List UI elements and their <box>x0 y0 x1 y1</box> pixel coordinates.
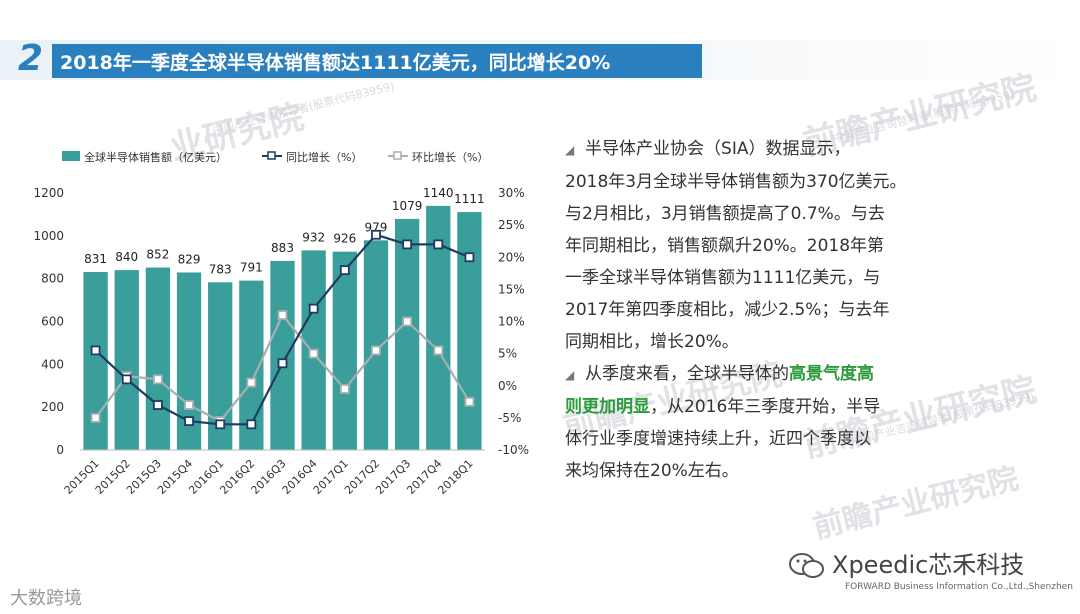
p2-highlight-1: 高景气度高 <box>789 364 875 384</box>
y-left-tick-label: 1200 <box>33 186 64 200</box>
bar-sales-2017Q3 <box>394 218 420 450</box>
point-yoy-2015Q3 <box>152 400 163 410</box>
title-bar <box>52 44 702 78</box>
p1-line-3: 年同期相比，销售额飙升20%。2018年第 <box>565 236 885 256</box>
page-title: 2018年一季度全球半导体销售额达1111亿美元，同比增长20% <box>60 52 611 74</box>
footer-company: FORWARD Business Information Co.,Ltd.,Sh… <box>845 582 1073 592</box>
p1-line-0: 半导体产业协会（SIA）数据显示， <box>585 139 851 159</box>
data-label-sales: 979 <box>365 220 388 234</box>
data-label-sales: 783 <box>209 262 232 276</box>
data-label-sales: 1111 <box>454 192 485 206</box>
bar-sales-2018Q1 <box>457 212 482 450</box>
bullet-icon: ◢ <box>565 368 575 382</box>
x-tick-label: 2018Q1 <box>435 457 475 497</box>
point-yoy-2015Q4 <box>184 416 194 426</box>
legend-label-qoq: 环比增长（%） <box>412 150 488 164</box>
data-label-sales: 829 <box>178 252 201 266</box>
y-left-tick-label: 400 <box>41 357 64 371</box>
paragraph-1: ◢ 半导体产业协会（SIA）数据显示， 2018年3月全球半导体销售额为370亿… <box>565 133 965 358</box>
body-text: ◢ 半导体产业协会（SIA）数据显示， 2018年3月全球半导体销售额为370亿… <box>565 133 965 487</box>
data-label-sales: 840 <box>115 250 138 264</box>
p2-b: ，从2016年三季度开始，半导 <box>650 397 881 417</box>
data-label-sales: 926 <box>333 232 356 246</box>
point-qoq-2016Q4 <box>308 348 319 359</box>
legend-label-yoy: 同比增长（%） <box>286 150 362 164</box>
point-qoq-2016Q3 <box>277 310 288 320</box>
point-qoq-2017Q1 <box>339 384 350 394</box>
data-label-sales: 1079 <box>392 199 423 213</box>
y-left-tick-label: 600 <box>41 315 64 329</box>
data-label-sales: 852 <box>146 248 169 262</box>
bar-sales-2015Q2 <box>114 270 139 450</box>
y-right-tick-label: 30% <box>498 186 525 200</box>
wechat-icon <box>789 553 824 578</box>
y-right-tick-label: 0% <box>498 379 517 393</box>
y-right-tick-label: 5% <box>498 347 517 361</box>
footer-brand: Xpeedic芯禾科技 <box>788 545 1024 581</box>
legend-marker-qoq <box>393 151 402 160</box>
legend-label-sales: 全球半导体销售额（亿美元） <box>84 150 227 164</box>
point-yoy-2016Q4 <box>308 303 319 314</box>
p1-line-4: 一季全球半导体销售额为1111亿美元，与 <box>565 268 881 288</box>
y-right-tick-label: 20% <box>498 250 525 264</box>
point-yoy-2015Q1 <box>90 345 101 356</box>
y-right-tick-label: 10% <box>498 315 525 329</box>
data-label-sales: 791 <box>240 261 263 275</box>
point-yoy-2018Q1 <box>464 252 475 263</box>
point-qoq-2016Q2 <box>246 377 257 388</box>
p2-a: 从季度来看，全球半导体的 <box>585 364 790 384</box>
p2-highlight-2: 则更加明显 <box>565 397 650 417</box>
p1-line-5: 2017年第四季度相比，减少2.5%；与去年 <box>565 300 890 320</box>
y-left-tick-label: 0 <box>56 443 64 457</box>
y-right-tick-label: 15% <box>498 282 525 296</box>
point-qoq-2017Q4 <box>433 345 444 356</box>
chart: 全球半导体销售额（亿美元） 同比增长（%） 环比增长（%） 0 200 400 600 800… <box>33 150 529 497</box>
legend-swatch-sales <box>62 151 80 161</box>
p1-line-1: 2018年3月全球半导体销售额为370亿美元。 <box>565 172 907 192</box>
point-qoq-2017Q3 <box>402 316 413 327</box>
point-yoy-2015Q2 <box>121 374 132 385</box>
p2-line-0: 体行业季度增速持续上升，近四个季度以 <box>565 429 871 449</box>
section-number: 2 <box>18 38 44 79</box>
y-left-tick-label: 200 <box>41 400 64 414</box>
bullet-icon: ◢ <box>565 143 575 157</box>
bar-sales-2016Q3 <box>270 260 295 450</box>
y-right-tick-label: -10% <box>498 443 529 457</box>
point-yoy-2017Q1 <box>339 265 350 276</box>
legend-marker-yoy <box>267 151 276 160</box>
point-yoy-2016Q3 <box>277 358 288 369</box>
footer-source: 大数跨境 <box>10 588 82 609</box>
p2-line-1: 来均保持在20%左右。 <box>565 461 739 481</box>
point-qoq-2018Q1 <box>464 396 475 407</box>
point-yoy-2017Q3 <box>402 239 413 250</box>
data-label-sales: 883 <box>271 241 294 255</box>
point-yoy-2016Q1 <box>215 419 226 430</box>
p1-line-2: 与2月相比，3月销售额提高了0.7%。与去 <box>565 204 885 224</box>
point-yoy-2017Q4 <box>433 239 444 250</box>
bar-sales-2015Q3 <box>145 267 171 450</box>
y-right-tick-label: 25% <box>498 218 525 232</box>
y-left-tick-label: 1000 <box>33 229 64 243</box>
point-qoq-2015Q3 <box>152 374 163 385</box>
data-label-sales: 831 <box>84 252 107 266</box>
bar-sales-2015Q1 <box>83 272 108 450</box>
y-right-tick-label: -5% <box>498 411 521 425</box>
point-yoy-2017Q2 <box>371 229 381 240</box>
data-label-sales: 932 <box>302 230 325 244</box>
point-yoy-2016Q2 <box>246 419 257 430</box>
p1-line-6: 同期相比，增长20%。 <box>565 332 739 352</box>
data-label-sales: 1140 <box>423 186 454 200</box>
point-qoq-2017Q2 <box>371 345 381 356</box>
bar-sales-2017Q2 <box>363 240 389 450</box>
y-left-tick-label: 800 <box>41 272 64 286</box>
point-qoq-2015Q4 <box>184 400 194 410</box>
brand-name: Xpeedic芯禾科技 <box>832 551 1025 579</box>
bar-sales-2017Q1 <box>332 251 357 450</box>
paragraph-2: ◢ 从季度来看，全球半导体的高景气度高 则更加明显，从2016年三季度开始，半导… <box>565 358 965 487</box>
point-qoq-2015Q1 <box>90 412 101 423</box>
